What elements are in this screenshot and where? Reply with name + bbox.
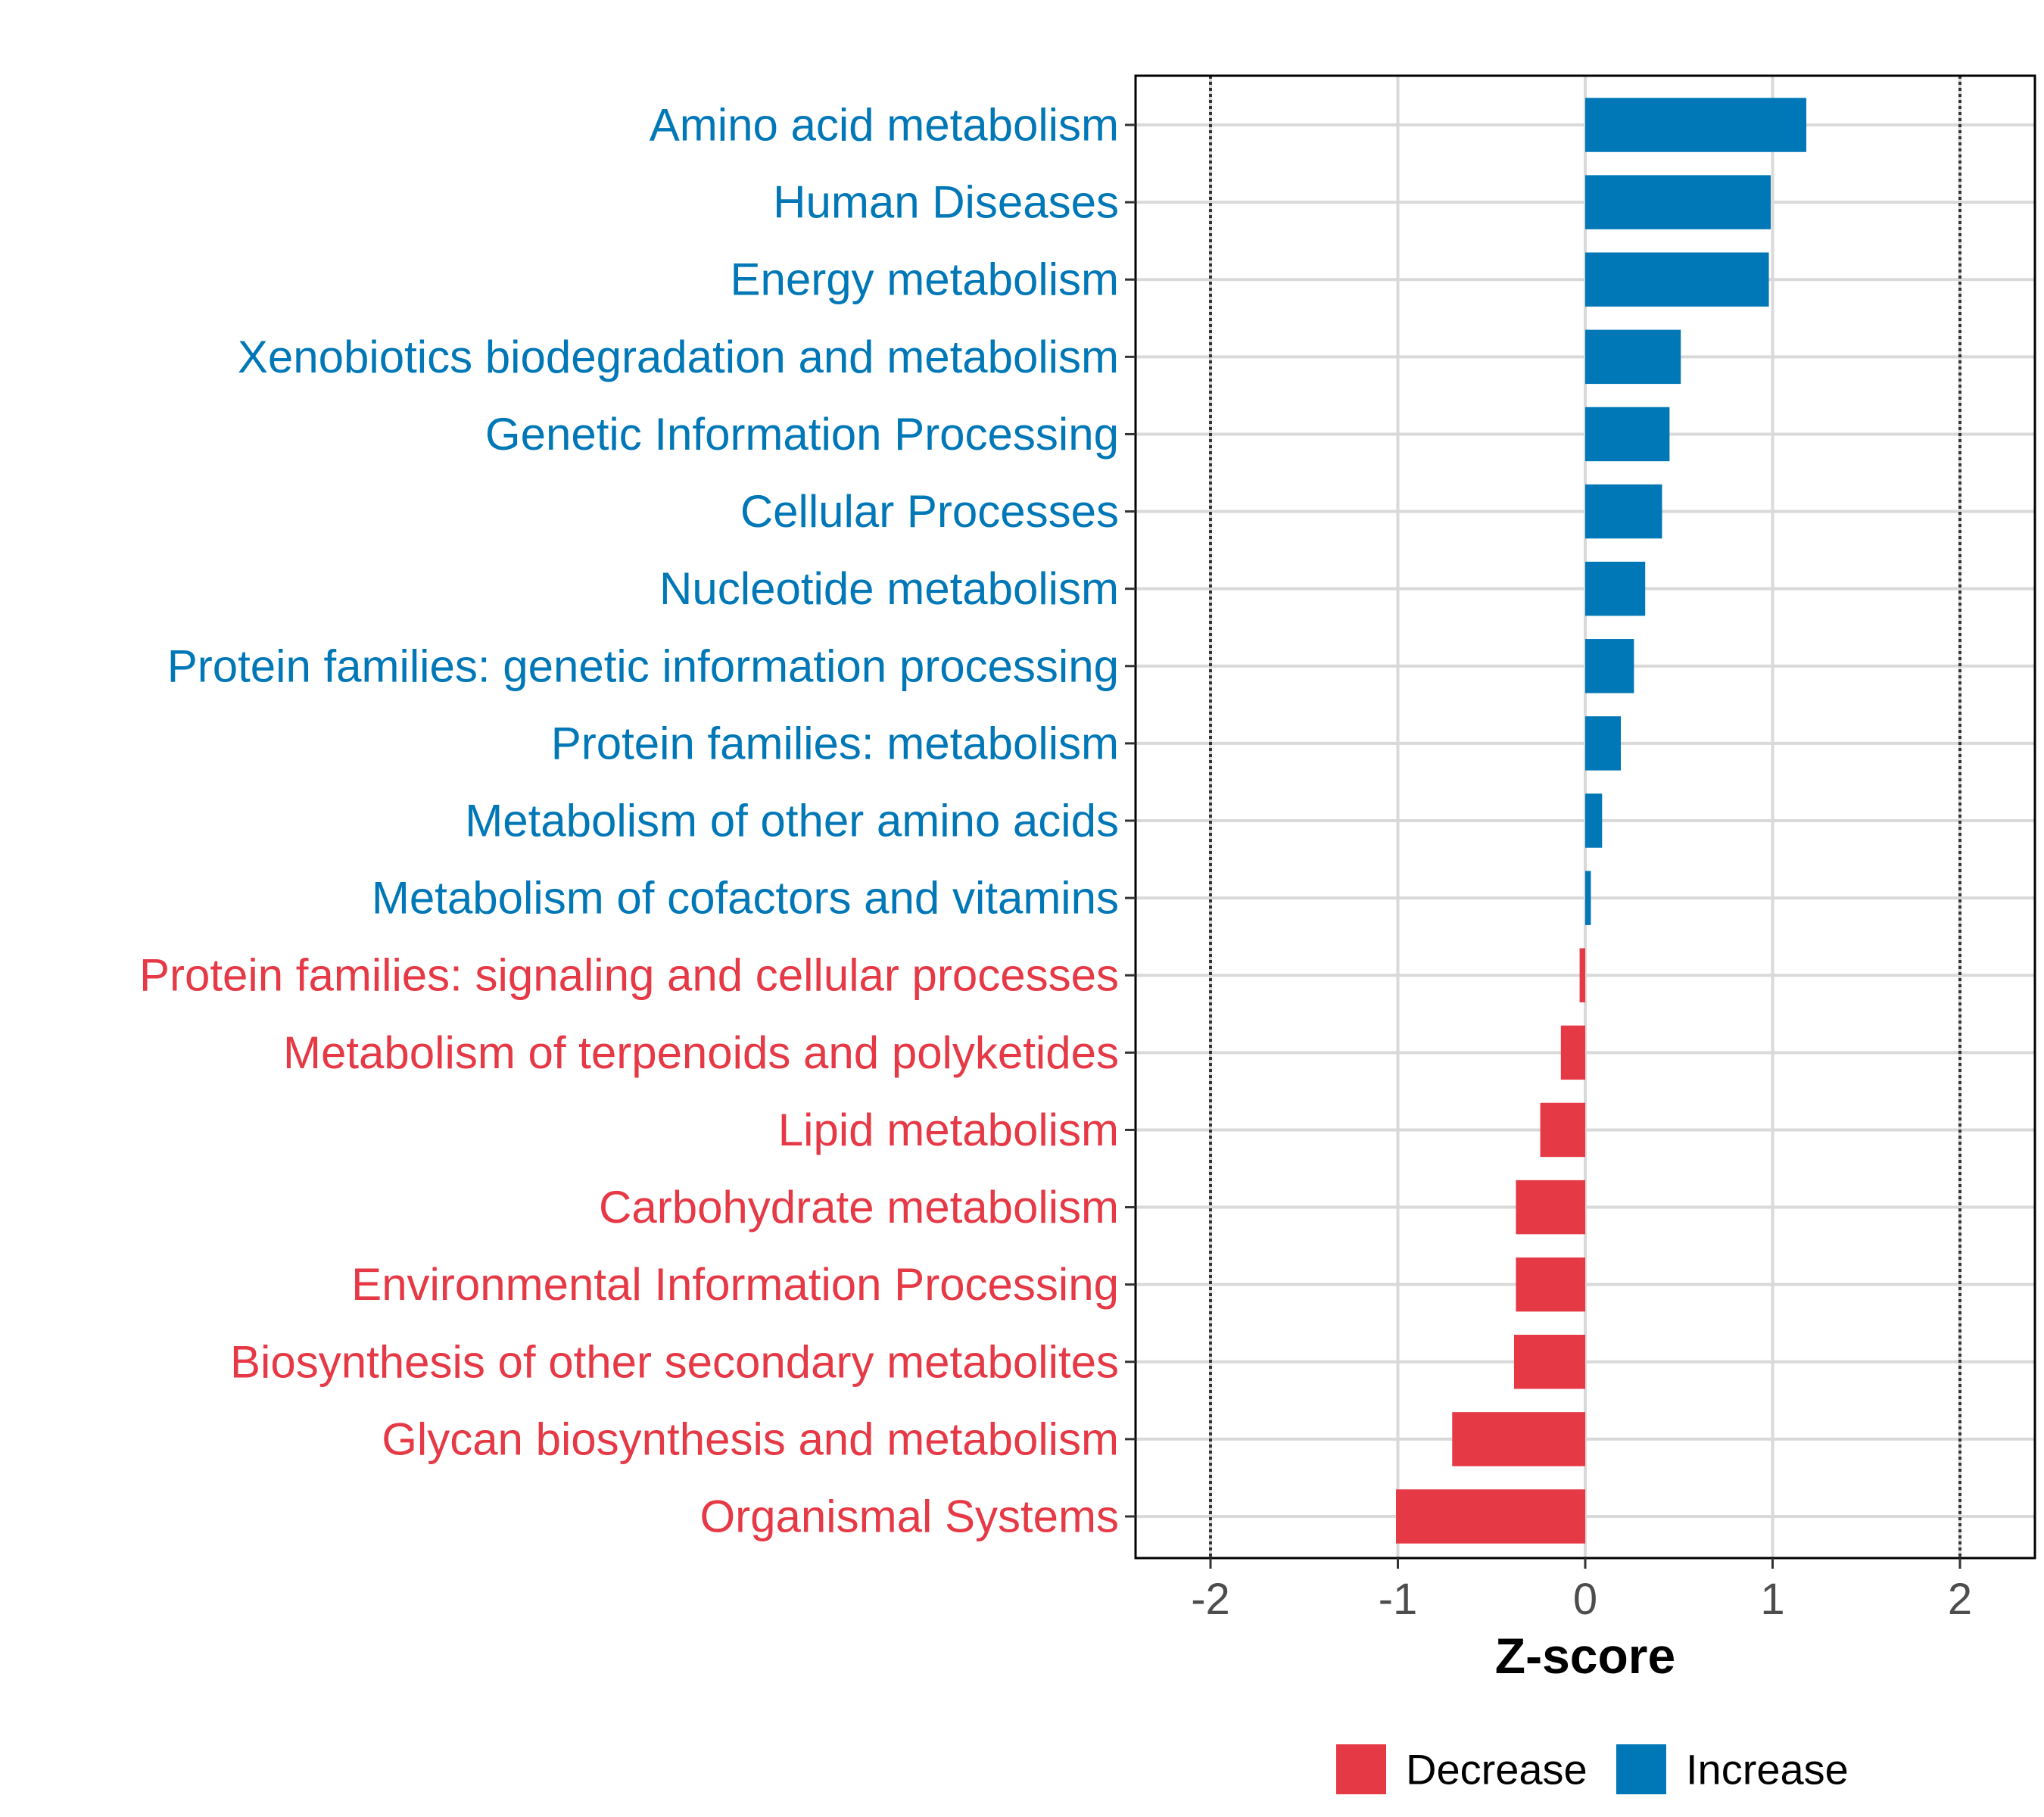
x-tick-label: 2: [1948, 1575, 1972, 1624]
category-label: Amino acid metabolism: [650, 100, 1119, 151]
y-axis-ticks: [1125, 123, 1136, 1518]
bar: [1585, 329, 1681, 385]
category-label: Human Diseases: [773, 177, 1119, 228]
x-axis-ticks: [1209, 1558, 1961, 1569]
category-label: Protein families: signaling and cellular…: [139, 950, 1119, 1001]
legend-item-decrease: Decrease: [1336, 1744, 1588, 1794]
category-label: Glycan biosynthesis and metabolism: [382, 1413, 1119, 1464]
legend-label: Increase: [1686, 1746, 1849, 1794]
bar: [1585, 871, 1591, 925]
legend-swatch: [1336, 1744, 1386, 1794]
category-label: Metabolism of other amino acids: [465, 796, 1119, 846]
category-label: Carbohydrate metabolism: [599, 1182, 1119, 1233]
category-label: Genetic Information Processing: [485, 409, 1119, 460]
legend-item-increase: Increase: [1616, 1744, 1849, 1794]
category-label: Protein families: genetic information pr…: [167, 640, 1119, 691]
category-label: Xenobiotics biodegradation and metabolis…: [238, 332, 1119, 382]
bar: [1585, 639, 1634, 693]
bar: [1585, 484, 1662, 539]
legend-label: Decrease: [1406, 1746, 1588, 1794]
x-tick-label: -2: [1191, 1575, 1230, 1624]
y-axis-labels: Amino acid metabolism Human Diseases Energ…: [139, 100, 1119, 1542]
bar: [1585, 175, 1771, 229]
category-label: Cellular Processes: [740, 486, 1119, 537]
bar: [1516, 1180, 1585, 1235]
x-axis-title: Z-score: [1495, 1628, 1675, 1684]
bar: [1585, 716, 1622, 771]
x-tick-label: 0: [1573, 1575, 1597, 1624]
bar: [1585, 98, 1807, 152]
category-label: Protein families: metabolism: [551, 718, 1119, 768]
bars: [1396, 98, 1807, 1544]
bar: [1513, 1335, 1585, 1389]
x-tick-label: -1: [1379, 1575, 1418, 1624]
bar: [1579, 948, 1585, 1002]
legend: Decrease Increase: [1336, 1744, 1849, 1794]
category-label: Organismal Systems: [700, 1491, 1119, 1542]
category-label: Biosynthesis of other secondary metaboli…: [230, 1336, 1119, 1387]
category-label: Environmental Information Processing: [351, 1259, 1119, 1310]
category-label: Metabolism of terpenoids and polyketides: [283, 1027, 1119, 1078]
reference-lines: [1209, 76, 1961, 1558]
x-axis-labels: -2 -1 0 1 2: [1191, 1575, 1972, 1624]
x-tick-label: 1: [1760, 1575, 1784, 1624]
category-label: Lipid metabolism: [778, 1105, 1119, 1155]
bar: [1516, 1257, 1585, 1312]
bar: [1585, 252, 1769, 307]
bar: [1560, 1025, 1585, 1080]
category-label: Metabolism of cofactors and vitamins: [372, 873, 1119, 924]
bar: [1585, 561, 1646, 616]
legend-swatch: [1616, 1744, 1666, 1794]
bar: [1585, 407, 1670, 462]
bar: [1585, 793, 1603, 848]
bar: [1540, 1102, 1585, 1158]
category-label: Nucleotide metabolism: [659, 563, 1119, 614]
bar: [1452, 1412, 1585, 1466]
bar: [1396, 1489, 1585, 1544]
category-label: Energy metabolism: [730, 254, 1119, 305]
